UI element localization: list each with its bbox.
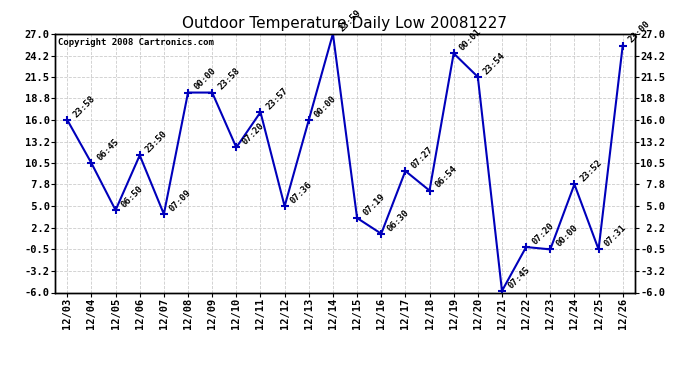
Title: Outdoor Temperature Daily Low 20081227: Outdoor Temperature Daily Low 20081227 <box>182 16 508 31</box>
Text: 23:59: 23:59 <box>337 8 362 33</box>
Text: 07:36: 07:36 <box>289 180 314 206</box>
Text: 06:30: 06:30 <box>386 207 411 233</box>
Text: 06:50: 06:50 <box>120 184 145 209</box>
Text: 06:45: 06:45 <box>96 137 121 162</box>
Text: 00:01: 00:01 <box>458 27 483 53</box>
Text: 07:31: 07:31 <box>603 223 628 249</box>
Text: 23:58: 23:58 <box>72 94 97 119</box>
Text: 23:58: 23:58 <box>217 66 241 92</box>
Text: 23:00: 23:00 <box>627 20 652 45</box>
Text: 07:27: 07:27 <box>410 145 435 170</box>
Text: 07:19: 07:19 <box>362 192 386 217</box>
Text: 23:57: 23:57 <box>265 86 290 111</box>
Text: 00:00: 00:00 <box>193 66 217 92</box>
Text: 23:52: 23:52 <box>579 158 604 183</box>
Text: 23:50: 23:50 <box>144 129 169 154</box>
Text: 07:20: 07:20 <box>241 121 266 147</box>
Text: 07:45: 07:45 <box>506 265 531 290</box>
Text: 07:09: 07:09 <box>168 188 193 213</box>
Text: 00:00: 00:00 <box>555 223 580 249</box>
Text: 07:20: 07:20 <box>531 221 555 246</box>
Text: 23:54: 23:54 <box>482 51 507 76</box>
Text: 00:00: 00:00 <box>313 94 338 119</box>
Text: Copyright 2008 Cartronics.com: Copyright 2008 Cartronics.com <box>58 38 214 46</box>
Text: 06:54: 06:54 <box>434 164 459 190</box>
